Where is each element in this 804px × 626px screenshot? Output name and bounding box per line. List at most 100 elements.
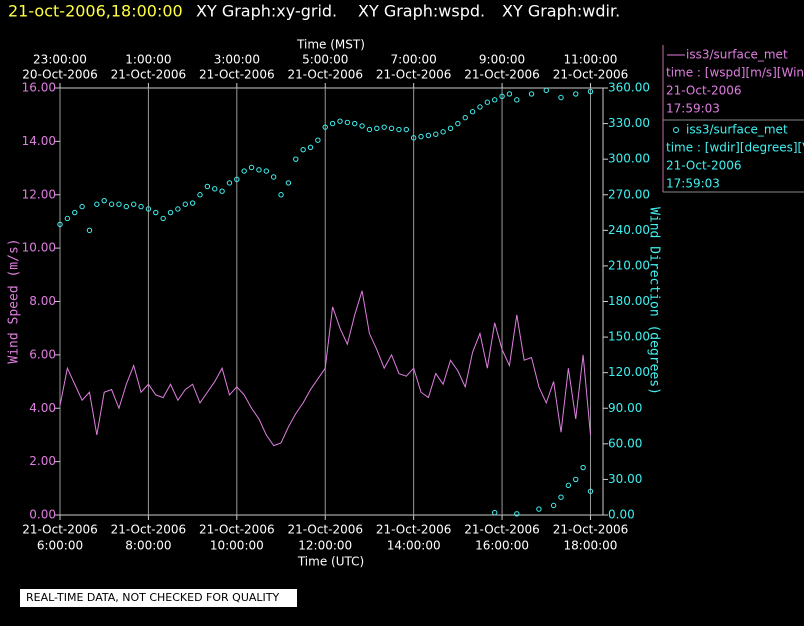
x-tick-label: 21-Oct-2006 bbox=[376, 523, 452, 537]
disclaimer-box bbox=[20, 589, 297, 607]
y2-tick-label: 180.00 bbox=[608, 294, 650, 308]
wind-direction-point bbox=[558, 94, 564, 101]
y2-tick-label: 0.00 bbox=[608, 508, 635, 522]
y-tick-label: 14.00 bbox=[22, 134, 56, 148]
timestamp: 21-oct-2006,18:00:00 bbox=[8, 2, 183, 21]
y-tick-label: 16.00 bbox=[22, 81, 56, 95]
wind-direction-point bbox=[528, 91, 535, 97]
wind-direction-point bbox=[491, 97, 498, 103]
y2-axis-label: Wind Direction (degrees) bbox=[647, 207, 662, 395]
y2-tick-label: 210.00 bbox=[608, 258, 650, 272]
wind-direction-point bbox=[138, 203, 144, 210]
wind-direction-point bbox=[204, 183, 211, 190]
y2-tick-label: 150.00 bbox=[608, 330, 650, 344]
wind-direction-point bbox=[94, 201, 100, 207]
wind-direction-point bbox=[307, 144, 314, 151]
wind-direction-point bbox=[550, 502, 557, 509]
x-tick-label: 21-Oct-2006 bbox=[199, 523, 275, 537]
wind-direction-point bbox=[234, 176, 240, 183]
y2-tick-label: 60.00 bbox=[608, 436, 642, 450]
wind-direction-point bbox=[543, 87, 549, 94]
wind-direction-point bbox=[580, 464, 586, 471]
wind-direction-point bbox=[322, 124, 328, 130]
wind-direction-point bbox=[447, 125, 454, 132]
wind-direction-point bbox=[514, 511, 520, 517]
wind-direction-point bbox=[145, 206, 152, 212]
graph-name: XY Graph:wspd. bbox=[358, 2, 485, 21]
x-tick-label: 21-Oct-2006 bbox=[553, 523, 629, 537]
x2-tick-label: 7:00:00 bbox=[391, 53, 437, 67]
y2-tick-label: 360.00 bbox=[608, 81, 650, 95]
x2-tick-label: 1:00:00 bbox=[125, 53, 171, 67]
graph-name: XY Graph:wdir. bbox=[502, 2, 620, 21]
wind-direction-point bbox=[587, 88, 594, 95]
wind-direction-point bbox=[72, 209, 78, 216]
wind-direction-point bbox=[484, 99, 491, 105]
wind-direction-point bbox=[573, 91, 579, 97]
wind-speed-line bbox=[59, 290, 591, 447]
plot-frame bbox=[59, 87, 604, 516]
wind-direction-point bbox=[293, 156, 299, 162]
y-tick-label: 8.00 bbox=[29, 294, 56, 308]
wind-direction-point bbox=[344, 119, 351, 126]
x2-tick-label: 21-Oct-2006 bbox=[376, 68, 452, 82]
x-tick-label: 21-Oct-2006 bbox=[111, 523, 187, 537]
wind-direction-point bbox=[64, 215, 71, 222]
x-tick-label: 8:00:00 bbox=[125, 539, 171, 553]
x-tick-label: 6:00:00 bbox=[37, 539, 83, 553]
x-tick-label: 14:00:00 bbox=[387, 539, 441, 553]
y-tick-label: 0.00 bbox=[29, 508, 56, 522]
wind-direction-point bbox=[248, 164, 255, 171]
disclaimer: REAL-TIME DATA, NOT CHECKED FOR QUALITY bbox=[26, 591, 280, 604]
legend-name: iss3/surface_met bbox=[686, 123, 788, 137]
wind-direction-point bbox=[101, 197, 107, 204]
x2-tick-label: 21-Oct-2006 bbox=[111, 68, 187, 82]
wind-direction-point bbox=[108, 201, 115, 207]
wind-direction-point bbox=[337, 118, 343, 124]
wind-direction-point bbox=[565, 482, 572, 489]
wind-direction-point bbox=[425, 132, 432, 139]
x2-tick-label: 21-Oct-2006 bbox=[287, 68, 363, 82]
x-tick-label: 21-Oct-2006 bbox=[287, 523, 363, 537]
wind-direction-point bbox=[130, 201, 137, 207]
wind-direction-point bbox=[116, 201, 122, 207]
y2-tick-label: 90.00 bbox=[608, 401, 642, 415]
wind-direction-point bbox=[536, 506, 542, 512]
wind-direction-point bbox=[388, 125, 395, 132]
wind-direction-point bbox=[477, 104, 483, 110]
wind-direction-point bbox=[374, 125, 380, 132]
y2-tick-label: 240.00 bbox=[608, 223, 650, 237]
x2-tick-label: 11:00:00 bbox=[564, 53, 618, 67]
legend-info: 17:59:03 bbox=[666, 102, 720, 116]
legend-info: 17:59:03 bbox=[666, 177, 720, 191]
y2-tick-label: 270.00 bbox=[608, 187, 650, 201]
x2-tick-label: 9:00:00 bbox=[479, 53, 525, 67]
wind-direction-point bbox=[79, 203, 85, 210]
wind-direction-point bbox=[123, 203, 130, 210]
y-tick-label: 2.00 bbox=[29, 454, 56, 468]
y-axis-label: Wind Speed (m/s) bbox=[7, 238, 22, 363]
wind-direction-point bbox=[469, 109, 476, 115]
wind-direction-point bbox=[300, 146, 306, 153]
wind-direction-point bbox=[226, 180, 233, 186]
y2-tick-label: 30.00 bbox=[608, 472, 642, 486]
x2-tick-label: 5:00:00 bbox=[302, 53, 348, 67]
wind-direction-point bbox=[440, 129, 446, 135]
wind-direction-point bbox=[256, 167, 262, 173]
wind-direction-point bbox=[182, 201, 188, 207]
wind-direction-point bbox=[455, 120, 461, 127]
wind-direction-point bbox=[219, 188, 225, 194]
legend-info: time : [wspd][m/s][Win bbox=[666, 66, 804, 80]
x-tick-label: 21-Oct-2006 bbox=[22, 523, 98, 537]
wind-direction-point bbox=[189, 200, 196, 206]
wind-direction-point bbox=[86, 227, 93, 234]
legend-info: 21-Oct-2006 bbox=[666, 159, 742, 173]
y-tick-label: 4.00 bbox=[29, 401, 56, 415]
wind-direction-point bbox=[462, 114, 468, 121]
x-tick-label: 12:00:00 bbox=[298, 539, 352, 553]
x2-tick-label: 21-Oct-2006 bbox=[464, 68, 540, 82]
x2-tick-label: 21-Oct-2006 bbox=[553, 68, 629, 82]
wind-direction-point bbox=[587, 488, 594, 494]
wind-direction-point bbox=[366, 126, 373, 133]
